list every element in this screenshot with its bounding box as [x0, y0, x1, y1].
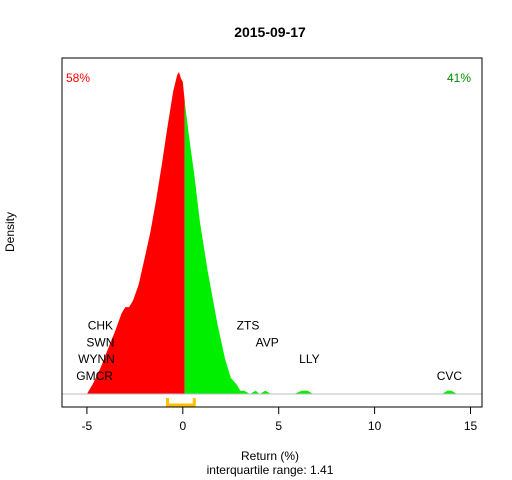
- ticker-label: WYNN: [78, 352, 115, 366]
- pct-positive-label: 41%: [447, 71, 471, 85]
- x-axis-label: Return (%): [241, 449, 299, 463]
- plot-frame: [61, 57, 483, 408]
- positive-density-area: [184, 101, 463, 394]
- ticker-label: AVP: [256, 335, 279, 349]
- ticker-label: CVC: [437, 369, 463, 383]
- ticker-label: CHK: [88, 319, 113, 333]
- negative-density-area: [86, 72, 185, 394]
- x-axis: -5 0 5 10 15: [82, 407, 478, 433]
- density-areas: [86, 72, 463, 394]
- ticker-label: LLY: [299, 352, 319, 366]
- x-tick-label: 0: [179, 419, 186, 433]
- iqr-subtitle: interquartile range: 1.41: [207, 463, 334, 477]
- x-tick-label: 15: [464, 419, 478, 433]
- x-tick-label: 5: [275, 419, 282, 433]
- ticker-label: GMCR: [76, 369, 113, 383]
- iqr-bracket: [166, 398, 196, 407]
- ticker-label: SWN: [86, 335, 114, 349]
- x-tick-label: 10: [368, 419, 382, 433]
- iqr-bracket-mark: [166, 398, 196, 407]
- annotation-group: CHK SWN WYNN GMCR ZTS AVP LLY CVC: [76, 319, 462, 383]
- pct-negative-label: 58%: [66, 71, 90, 85]
- x-tick-label: -5: [82, 419, 93, 433]
- y-axis-label: Density: [3, 212, 17, 252]
- chart-title: 2015-09-17: [234, 24, 306, 40]
- ticker-label: ZTS: [237, 319, 260, 333]
